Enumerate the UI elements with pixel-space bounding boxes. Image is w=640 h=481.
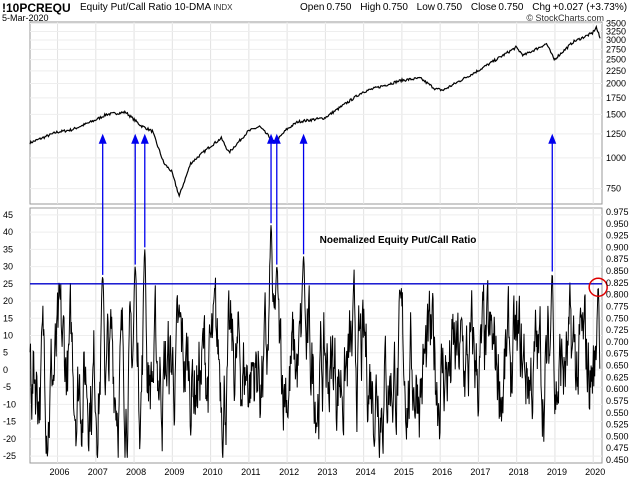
lower-left-tick-label: 30 xyxy=(3,262,13,272)
x-tick-label: 2020 xyxy=(585,467,605,477)
lower-left-tick-label: 10 xyxy=(3,331,13,341)
upper-y-tick-label: 2250 xyxy=(606,66,626,76)
x-tick-label: 2011 xyxy=(241,467,260,477)
credit: © StockCharts.com xyxy=(526,13,604,23)
x-tick-label: 2009 xyxy=(164,467,184,477)
upper-y-tick-label: 2000 xyxy=(606,79,626,89)
x-tick-label: 2015 xyxy=(394,467,414,477)
lower-right-tick-label: 0.500 xyxy=(606,431,629,441)
lower-left-tick-label: -25 xyxy=(3,451,16,461)
spike-arrow-head xyxy=(140,133,149,144)
chart-header: !10PCREQU Equity Put/Call Ratio 10-DMA I… xyxy=(0,0,640,26)
x-tick-label: 2013 xyxy=(317,467,337,477)
lower-left-tick-label: -5 xyxy=(3,382,11,392)
lower-right-tick-label: 0.625 xyxy=(606,372,629,382)
lower-left-tick-label: -10 xyxy=(3,399,16,409)
open-label: Open xyxy=(300,2,325,13)
lower-right-tick-label: 0.975 xyxy=(606,207,629,217)
spike-arrow-head xyxy=(272,133,281,144)
upper-y-tick-label: 2500 xyxy=(606,55,626,65)
lower-left-tick-label: 0 xyxy=(3,365,8,375)
price-series-line xyxy=(29,24,601,198)
x-tick-label: 2007 xyxy=(88,467,108,477)
lower-right-tick-label: 0.675 xyxy=(606,349,629,359)
close-label: Close xyxy=(470,2,497,13)
lower-right-tick-label: 0.950 xyxy=(606,219,629,229)
chg-value: +0.027 (+3.73%) xyxy=(552,2,628,13)
x-tick-label: 2018 xyxy=(509,467,529,477)
lower-right-tick-label: 0.550 xyxy=(606,408,629,418)
lower-right-tick-label: 0.575 xyxy=(606,396,629,406)
lower-right-tick-label: 0.825 xyxy=(606,278,629,288)
upper-y-tick-label: 3500 xyxy=(606,19,626,29)
x-tick-label: 2014 xyxy=(356,467,376,477)
upper-y-tick-label: 1750 xyxy=(606,93,626,103)
lower-left-tick-label: 45 xyxy=(3,210,13,220)
put-call-ratio-line xyxy=(29,225,601,458)
x-tick-label: 2016 xyxy=(432,467,452,477)
x-tick-label: 2019 xyxy=(547,467,567,477)
chg-label: Chg xyxy=(532,2,551,13)
x-tick-label: 2012 xyxy=(279,467,299,477)
lower-left-tick-label: -15 xyxy=(3,417,16,427)
high-label: High xyxy=(360,2,381,13)
quote-strip: Open 0.750 High 0.750 Low 0.750 Close 0.750 … xyxy=(300,2,633,13)
lower-right-tick-label: 0.875 xyxy=(606,254,629,264)
subtitle-text: Equity Put/Call Ratio 10-DMA xyxy=(80,2,211,13)
lower-left-tick-label: 20 xyxy=(3,296,13,306)
high-value: 0.750 xyxy=(382,2,408,13)
subtitle: Equity Put/Call Ratio 10-DMA INDX xyxy=(80,2,233,13)
date: 5-Mar-2020 xyxy=(2,13,49,23)
lower-left-tick-label: 15 xyxy=(3,313,13,323)
low-value: 0.750 xyxy=(437,2,463,13)
upper-y-tick-label: 1000 xyxy=(606,153,626,163)
lower-right-tick-label: 0.850 xyxy=(606,266,629,276)
lower-right-tick-label: 0.650 xyxy=(606,361,629,371)
latest-spike-circle xyxy=(588,277,608,298)
spike-arrow-head xyxy=(98,133,107,144)
lower-left-tick-label: -20 xyxy=(3,434,16,444)
lower-right-tick-label: 0.725 xyxy=(606,325,629,335)
lower-right-tick-label: 0.750 xyxy=(606,313,629,323)
spike-arrow-head xyxy=(131,133,140,144)
lower-right-tick-label: 0.600 xyxy=(606,384,629,394)
x-tick-label: 2017 xyxy=(470,467,490,477)
upper-y-tick-label: 2750 xyxy=(606,44,626,54)
lower-right-tick-label: 0.700 xyxy=(606,337,629,347)
lower-right-tick-label: 0.450 xyxy=(606,455,629,465)
upper-y-tick-label: 1250 xyxy=(606,129,626,139)
x-tick-label: 2006 xyxy=(50,467,70,477)
upper-y-tick-label: 3250 xyxy=(606,26,626,36)
lower-right-tick-label: 0.525 xyxy=(606,420,629,430)
lower-right-tick-label: 0.900 xyxy=(606,242,629,252)
open-value: 0.750 xyxy=(326,2,352,13)
upper-panel-frame xyxy=(29,21,603,205)
lower-right-tick-label: 0.475 xyxy=(606,443,629,453)
exchange: INDX xyxy=(213,3,233,12)
lower-left-tick-label: 25 xyxy=(3,279,13,289)
upper-y-tick-label: 1500 xyxy=(606,109,626,119)
x-tick-label: 2008 xyxy=(126,467,146,477)
low-label: Low xyxy=(416,2,436,13)
lower-right-tick-label: 0.925 xyxy=(606,231,629,241)
lower-right-tick-label: 0.800 xyxy=(606,290,629,300)
close-value: 0.750 xyxy=(498,2,524,13)
spike-arrow-head xyxy=(299,133,308,144)
annotation-label: Noemalized Equity Put/Call Ratio xyxy=(320,235,477,246)
spike-arrow-head xyxy=(267,133,276,144)
spike-arrow-head xyxy=(548,133,557,144)
lower-left-tick-label: 40 xyxy=(3,227,13,237)
lower-left-tick-label: 35 xyxy=(3,244,13,254)
upper-y-tick-label: 750 xyxy=(606,184,621,194)
upper-y-tick-label: 3000 xyxy=(606,35,626,45)
lower-right-tick-label: 0.775 xyxy=(606,301,629,311)
lower-left-tick-label: 5 xyxy=(3,348,8,358)
symbol: !10PCREQU xyxy=(2,1,71,15)
x-tick-label: 2010 xyxy=(203,467,223,477)
